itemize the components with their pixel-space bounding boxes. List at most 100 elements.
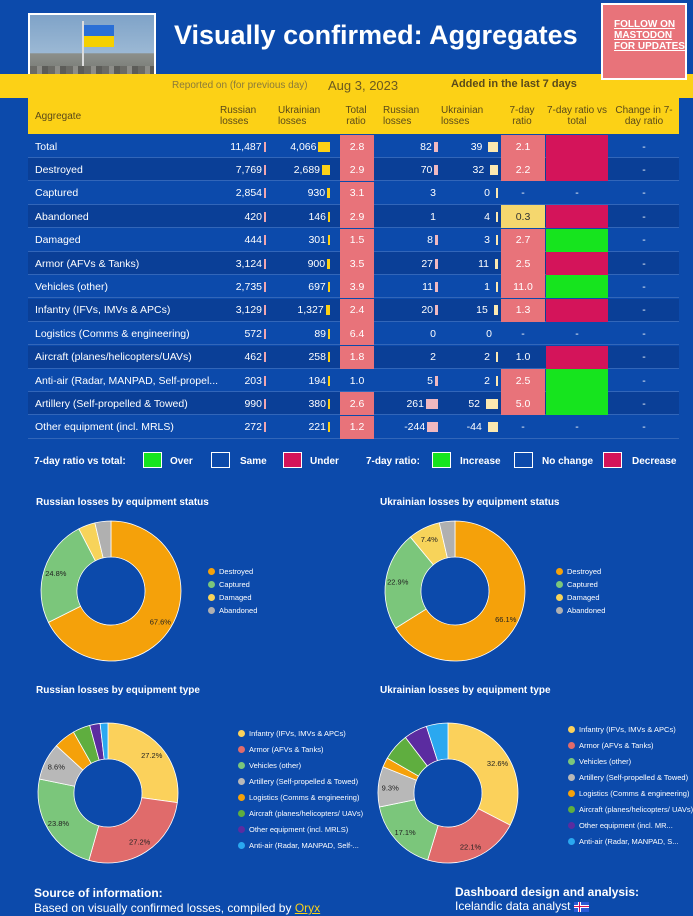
source-title: Source of information: xyxy=(34,886,163,900)
ukrainian-7d-bar xyxy=(496,188,498,199)
legend-label-7day: 7-day ratio: xyxy=(366,456,420,467)
legend-dot xyxy=(556,607,563,614)
legend-decrease: Decrease xyxy=(632,456,677,467)
ukrainian-7d-bar xyxy=(487,422,498,433)
russian-losses-bar xyxy=(264,398,266,409)
ukrainian-7d: -44 xyxy=(438,416,498,439)
row-name: Aircraft (planes/helicopters/UAVs) xyxy=(35,351,192,364)
donut-slice xyxy=(47,520,182,662)
follow-mastodon-button[interactable]: FOLLOW ON MASTODON FOR UPDATES xyxy=(601,3,687,80)
table-row: Captured 2,854 930 3.1 3 0 - - - xyxy=(28,181,679,205)
donut-slice xyxy=(378,799,439,861)
flag-pole xyxy=(82,21,84,79)
russian-7d-bar xyxy=(435,375,438,386)
russian-7d-bar xyxy=(433,141,438,152)
col-ukrainian-7d: Ukrainian losses xyxy=(441,105,484,127)
ukrainian-losses: 930 xyxy=(268,182,330,205)
table-row: Destroyed 7,769 2,689 2.9 70 32 2.2 - xyxy=(28,158,679,182)
oryx-link[interactable]: Oryx xyxy=(294,901,321,915)
col-change-7day: Change in 7-day ratio xyxy=(615,105,673,127)
row-name: Other equipment (incl. MRLS) xyxy=(35,421,174,434)
row-name: Captured xyxy=(35,187,79,200)
russian-7d-bar xyxy=(434,164,438,175)
legend-swatch-same xyxy=(211,452,230,468)
russian-losses: 420 xyxy=(218,205,266,228)
donut-slice xyxy=(72,724,100,764)
donut-slice xyxy=(89,723,105,761)
donut-slice xyxy=(55,731,92,771)
legend-dot xyxy=(208,581,215,588)
russian-7d-bar xyxy=(435,281,438,292)
ukrainian-losses-bar xyxy=(328,422,330,433)
russian-7d: 3 xyxy=(430,187,436,200)
donut-slice xyxy=(107,722,179,804)
donut-slice xyxy=(395,520,526,662)
source-text: Based on visually confirmed losses, comp… xyxy=(34,901,321,915)
total-ratio: 3.1 xyxy=(340,181,374,205)
7day-vs-total xyxy=(546,158,608,182)
col-7day-vs-total: 7-day ratio vs total xyxy=(546,105,608,127)
ukrainian-losses: 194 xyxy=(268,369,330,392)
legend-dot xyxy=(238,778,245,785)
russian-losses-bar xyxy=(264,281,266,292)
donut-slice xyxy=(99,722,109,760)
donut-hole xyxy=(414,759,482,827)
russian-losses: 444 xyxy=(218,229,266,252)
russian-losses: 203 xyxy=(218,369,266,392)
legend-item: Destroyed xyxy=(219,567,254,576)
ukrainian-losses: 380 xyxy=(268,392,330,415)
legend-item: Other equipment (incl. MR... xyxy=(579,821,673,830)
donut-hole xyxy=(421,557,489,625)
russian-7d: 0 xyxy=(430,327,436,340)
russian-7d: -244 xyxy=(378,416,438,439)
col-ukrainian-losses: Ukrainian losses xyxy=(278,105,321,127)
donut-slice xyxy=(425,722,449,762)
7day-ratio: 1.3 xyxy=(501,298,545,322)
legend-dot xyxy=(556,581,563,588)
7day-ratio: 2.7 xyxy=(501,228,545,252)
donut-slice xyxy=(377,766,417,808)
legend-item: Infantry (IFVs, IMVs & APCs) xyxy=(249,729,346,738)
legend-dot xyxy=(238,826,245,833)
change-7day: - xyxy=(642,351,646,364)
legend-dot xyxy=(556,594,563,601)
change-7day: - xyxy=(642,187,646,200)
total-ratio: 2.9 xyxy=(340,205,374,229)
legend-item: Artillery (Self-propelled & Towed) xyxy=(579,773,689,782)
legend-item: Destroyed xyxy=(567,567,602,576)
donut-hole xyxy=(77,557,145,625)
total-ratio: 3.5 xyxy=(340,252,374,275)
legend-item: Damaged xyxy=(567,593,600,602)
ukrainian-losses: 221 xyxy=(268,416,330,439)
legend-item: Armor (AFVs & Tanks) xyxy=(249,745,324,754)
change-7day: - xyxy=(642,210,646,223)
ukrainian-losses: 146 xyxy=(268,205,330,228)
change-7day: - xyxy=(642,280,646,293)
donut-slice-label: 66.1% xyxy=(495,615,517,624)
ukrainian-7d-bar xyxy=(496,375,498,386)
russian-losses: 3,124 xyxy=(218,252,266,275)
russian-losses-bar xyxy=(264,352,266,363)
ukrainian-losses-bar xyxy=(318,141,330,152)
russian-losses-bar xyxy=(264,422,266,433)
legend-dot xyxy=(238,794,245,801)
7day-ratio: 2.1 xyxy=(501,135,545,158)
russian-7d: 2 xyxy=(430,351,436,364)
legend-item: Anti-air (Radar, MANPAD, Self-... xyxy=(249,841,359,850)
legend-dot xyxy=(238,762,245,769)
7day-vs-total xyxy=(546,345,608,369)
legend-dot xyxy=(568,774,575,781)
legend-dot xyxy=(238,746,245,753)
change-7day: - xyxy=(642,397,646,410)
russian-losses-bar xyxy=(264,211,266,222)
table-row: Abandoned 420 146 2.9 1 4 0.3 - xyxy=(28,205,679,229)
total-ratio: 1.8 xyxy=(340,345,374,369)
russian-losses: 462 xyxy=(218,346,266,369)
ukrainian-losses: 1,327 xyxy=(268,299,330,322)
table-row: Anti-air (Radar, MANPAD, Self-propel... 2… xyxy=(28,369,679,392)
ukrainian-losses-bar xyxy=(327,258,330,269)
legend-dot xyxy=(556,568,563,575)
legend-item: Vehicles (other) xyxy=(579,757,632,766)
donut-slice xyxy=(409,522,448,566)
row-name: Armor (AFVs & Tanks) xyxy=(35,257,140,270)
